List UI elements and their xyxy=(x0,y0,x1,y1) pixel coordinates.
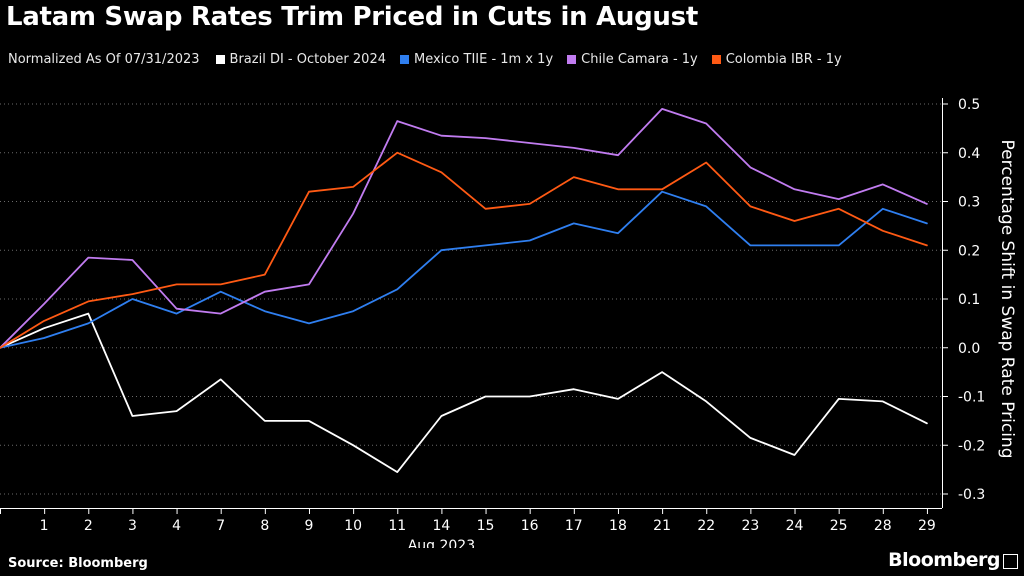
legend-label-mexico: Mexico TIIE - 1m x 1y xyxy=(413,52,554,67)
x-tick-label: 1 xyxy=(40,518,49,534)
terminal-box-icon xyxy=(1003,553,1018,569)
y-tick-label: 0.4 xyxy=(958,146,980,162)
bloomberg-logo: Bloomberg xyxy=(888,549,1018,571)
y-tick-label: -0.1 xyxy=(958,390,985,406)
y-tick-label: 0.5 xyxy=(958,97,980,113)
x-tick-label: 2 xyxy=(84,518,93,534)
series-line-colombia xyxy=(0,151,928,349)
legend-swatch-mexico xyxy=(399,55,409,64)
x-axis-title: Aug 2023 xyxy=(408,538,475,548)
legend-swatch-colombia xyxy=(711,55,721,64)
x-tick-label: 23 xyxy=(741,518,759,534)
x-tick-label: 25 xyxy=(830,518,848,534)
legend-item-brazil: Brazil DI - October 2024 xyxy=(215,52,386,67)
line-chart: 0.50.40.30.20.10.0-0.1-0.2-0.31 2 3 4 7 8 9 10 1… xyxy=(0,97,1017,548)
y-tick-label: 0.0 xyxy=(958,341,980,357)
x-tick-label: 16 xyxy=(521,518,539,534)
series-line-brazil xyxy=(0,312,928,474)
legend-item-mexico: Mexico TIIE - 1m x 1y xyxy=(399,52,554,67)
x-tick-label: 9 xyxy=(305,518,314,534)
x-tick-label: 8 xyxy=(260,518,269,534)
y-tick-label: 0.2 xyxy=(958,243,980,259)
source-note: Source: Bloomberg xyxy=(8,556,148,571)
x-tick-label: 18 xyxy=(609,518,627,534)
y-tick-label: -0.2 xyxy=(958,438,985,454)
legend: Normalized As Of 07/31/2023 Brazil DI - … xyxy=(8,52,856,67)
x-tick-label: 21 xyxy=(653,518,671,534)
y-tick-label: -0.3 xyxy=(958,487,985,503)
legend-swatch-brazil xyxy=(215,55,225,64)
series-line-mexico xyxy=(0,190,928,349)
x-tick-label: 3 xyxy=(128,518,137,534)
y-tick-label: 0.3 xyxy=(958,195,980,211)
chart-title: Latam Swap Rates Trim Priced in Cuts in … xyxy=(6,2,698,32)
x-tick-label: 10 xyxy=(344,518,362,534)
y-tick-label: 0.1 xyxy=(958,292,980,308)
x-tick-label: 14 xyxy=(432,518,450,534)
legend-item-colombia: Colombia IBR - 1y xyxy=(711,52,842,67)
x-tick-label: 15 xyxy=(477,518,495,534)
y-axis-title: Percentage Shift in Swap Rate Pricing xyxy=(997,140,1017,459)
x-tick-label: 24 xyxy=(786,518,804,534)
x-tick-label: 11 xyxy=(388,518,406,534)
x-tick-label: 4 xyxy=(172,518,181,534)
x-tick-label: 22 xyxy=(697,518,715,534)
legend-label-chile: Chile Camara - 1y xyxy=(581,52,698,67)
legend-item-chile: Chile Camara - 1y xyxy=(567,52,698,67)
x-tick-label: 29 xyxy=(918,518,936,534)
x-tick-label: 17 xyxy=(565,518,583,534)
x-tick-label: 28 xyxy=(874,518,892,534)
legend-note: Normalized As Of 07/31/2023 xyxy=(8,52,200,67)
legend-label-colombia: Colombia IBR - 1y xyxy=(725,52,842,67)
legend-label-brazil: Brazil DI - October 2024 xyxy=(229,52,386,67)
x-tick-label: 7 xyxy=(216,518,225,534)
series-line-chile xyxy=(0,107,928,349)
brand-name: Bloomberg xyxy=(888,549,1000,571)
legend-swatch-chile xyxy=(567,55,577,64)
